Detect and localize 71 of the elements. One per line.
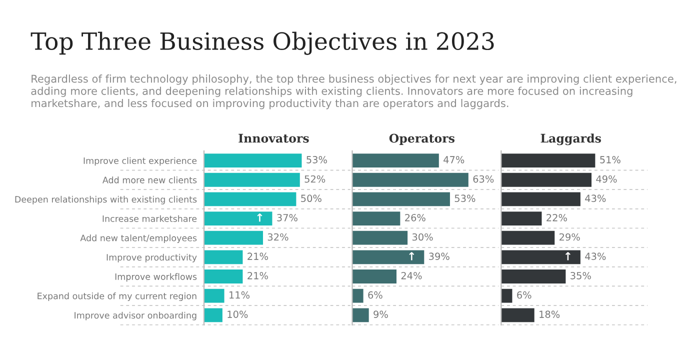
data-label: 51% — [600, 156, 620, 164]
chart-title: Innovators — [238, 134, 309, 143]
bar — [352, 250, 424, 264]
data-label: 6% — [517, 291, 532, 299]
annotation: ↑ — [409, 252, 414, 260]
bar — [501, 250, 580, 264]
y-tick-label: Improve workflows — [115, 273, 197, 282]
data-label: 43% — [585, 252, 606, 260]
data-label: 43% — [585, 194, 606, 202]
data-label: 35% — [570, 272, 591, 280]
data-label: 52% — [304, 175, 326, 183]
text: Regardless of firm technology philosophy, the top three business objectives for next year are improving client experience, adding more clients, and deepening relationships with existing clients. Innovators are more focused on increasing marketshare, and less focused on improving productivity than are operators and laggards. — [31, 74, 676, 110]
bar — [501, 192, 580, 206]
bar — [352, 172, 468, 187]
data-label: 37% — [277, 214, 298, 222]
data-label: 21% — [248, 272, 268, 280]
bar — [352, 192, 450, 206]
data-label: 6% — [368, 291, 382, 299]
bar — [204, 270, 243, 284]
bar — [501, 270, 566, 284]
bar — [204, 192, 296, 206]
bar — [204, 212, 272, 226]
bar — [352, 212, 400, 226]
bar — [352, 230, 408, 245]
bar — [204, 250, 243, 264]
y-tick-label: Expand outside of my current region — [38, 292, 196, 301]
bar — [501, 288, 512, 303]
bar — [501, 172, 592, 187]
data-label: 53% — [454, 194, 476, 202]
y-tick-label: Deepen relationships with existing clients — [15, 196, 197, 204]
data-label: 9% — [374, 310, 388, 318]
bar — [352, 288, 364, 303]
data-label: 63% — [473, 175, 494, 183]
data-label: 49% — [596, 175, 617, 183]
bar — [204, 154, 302, 168]
bar — [204, 172, 300, 187]
data-label: 53% — [306, 156, 327, 164]
annotation: ↑ — [565, 252, 570, 260]
bar — [501, 212, 542, 226]
y-tick-label: Improve productivity — [106, 254, 197, 262]
chart-title: Laggards — [540, 134, 601, 146]
y-tick-label: Increase marketshare — [102, 215, 197, 222]
y-tick-label: Add new talent/employees — [80, 234, 197, 243]
data-label: 24% — [401, 272, 422, 280]
bar — [352, 270, 396, 284]
data-label: 32% — [268, 233, 288, 241]
bar — [352, 308, 369, 322]
chart-title: Operators — [389, 134, 455, 145]
bar — [501, 308, 534, 322]
data-label: 22% — [546, 214, 567, 222]
y-tick-label: Improve client experience — [84, 157, 197, 166]
data-label: 11% — [230, 291, 250, 299]
bar — [204, 308, 222, 322]
bar — [352, 154, 439, 168]
data-label: 21% — [248, 252, 268, 260]
y-tick-label: Add more new clients — [102, 176, 197, 184]
data-label: 29% — [560, 233, 580, 241]
data-label: 50% — [301, 194, 322, 202]
annotation: ↑ — [257, 213, 262, 222]
data-label: 10% — [228, 310, 248, 318]
data-label: 30% — [412, 233, 433, 241]
text: Top Three Business Objectives in 2023 — [30, 32, 494, 55]
data-label: 18% — [540, 310, 560, 318]
bar — [501, 230, 555, 245]
data-label: 47% — [444, 156, 464, 164]
bar — [204, 288, 224, 303]
data-label: 39% — [429, 252, 450, 260]
y-tick-label: Improve advisor onboarding — [74, 312, 196, 320]
bar — [501, 154, 596, 168]
bar — [204, 230, 264, 245]
data-label: 26% — [405, 214, 426, 222]
